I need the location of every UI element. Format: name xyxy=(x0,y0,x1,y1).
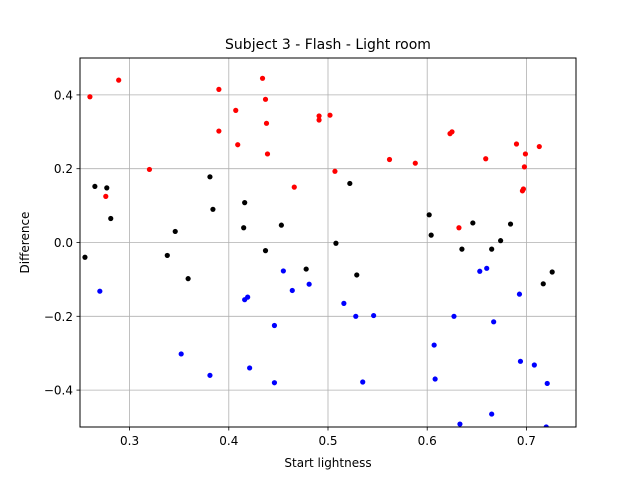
y-axis-label: Difference xyxy=(18,212,32,274)
chart-title: Subject 3 - Flash - Light room xyxy=(225,37,431,53)
data-point-series-1 xyxy=(264,151,271,157)
data-point-series-3 xyxy=(97,288,103,294)
data-point-series-2 xyxy=(164,252,170,259)
data-point-series-2 xyxy=(104,185,110,191)
data-point-series-3 xyxy=(371,312,377,319)
data-point-series-2 xyxy=(207,174,213,180)
x-axis-label: Start lightness xyxy=(284,456,371,470)
data-point-series-1 xyxy=(259,75,266,81)
data-point-series-3 xyxy=(289,287,295,294)
data-point-series-1 xyxy=(216,128,222,134)
x-tick-label: 0.4 xyxy=(219,434,238,448)
data-point-series-1 xyxy=(116,77,122,83)
data-point-series-2 xyxy=(278,222,284,228)
data-point-series-2 xyxy=(428,232,434,238)
data-point-series-3 xyxy=(484,265,490,271)
data-point-series-2 xyxy=(82,254,88,260)
data-point-series-2 xyxy=(108,215,114,222)
data-point-series-2 xyxy=(540,281,546,287)
data-point-series-1 xyxy=(412,160,418,166)
data-point-series-2 xyxy=(459,246,465,252)
grid-lines xyxy=(80,58,576,427)
data-point-series-1 xyxy=(522,151,529,157)
data-point-series-1 xyxy=(87,94,93,100)
x-tick-label: 0.5 xyxy=(318,434,337,448)
data-point-series-1 xyxy=(262,96,269,102)
data-point-series-2 xyxy=(354,272,360,278)
data-point-series-3 xyxy=(491,319,497,325)
data-point-series-3 xyxy=(178,351,184,357)
data-point-series-3 xyxy=(207,372,213,378)
data-point-series-3 xyxy=(360,379,366,385)
data-point-series-3 xyxy=(341,300,347,306)
data-point-series-3 xyxy=(271,380,278,386)
data-point-series-2 xyxy=(303,266,309,272)
data-point-series-2 xyxy=(92,183,98,190)
data-point-series-1 xyxy=(316,113,322,119)
data-point-series-3 xyxy=(457,421,463,427)
data-point-series-1 xyxy=(327,112,333,118)
y-tick-label: 0.2 xyxy=(54,162,73,176)
data-point-series-3 xyxy=(431,342,437,348)
data-point-series-2 xyxy=(470,220,476,226)
data-point-series-1 xyxy=(332,168,338,174)
data-point-series-3 xyxy=(531,362,537,368)
x-tick-label: 0.7 xyxy=(517,434,536,448)
data-point-series-3 xyxy=(306,281,312,287)
y-tick-label: 0.4 xyxy=(54,88,73,102)
data-point-series-3 xyxy=(271,322,278,329)
y-tick-label: 0.0 xyxy=(54,236,73,250)
data-point-series-3 xyxy=(543,424,549,427)
data-point-series-3 xyxy=(280,268,286,274)
data-point-series-1 xyxy=(103,193,109,199)
data-point-series-2 xyxy=(507,221,514,227)
data-point-series-3 xyxy=(247,365,253,371)
data-point-series-3 xyxy=(544,380,550,387)
data-point-series-1 xyxy=(521,164,528,170)
data-point-series-2 xyxy=(347,180,353,187)
data-point-series-3 xyxy=(477,268,483,274)
data-point-series-3 xyxy=(517,358,524,364)
data-point-series-2 xyxy=(549,269,555,275)
data-point-series-3 xyxy=(432,376,438,382)
data-point-series-3 xyxy=(516,291,523,297)
data-point-series-1 xyxy=(536,143,542,150)
data-point-series-3 xyxy=(489,411,495,417)
data-point-series-1 xyxy=(513,141,520,147)
data-point-series-1 xyxy=(316,117,322,123)
y-tick-label: −0.4 xyxy=(44,384,73,398)
data-point-series-2 xyxy=(426,212,432,218)
x-tick-label: 0.3 xyxy=(120,434,139,448)
data-point-series-2 xyxy=(262,248,269,254)
axis-ticks: 0.3 0.4 0.5 0.6 0.7 −0.4 −0.2 0.0 0.2 0.4 xyxy=(44,88,536,448)
data-point-series-2 xyxy=(185,276,191,282)
data-point-series-1 xyxy=(216,86,222,92)
data-point-series-2 xyxy=(241,225,247,231)
data-point-series-2 xyxy=(333,240,339,246)
data-point-series-1 xyxy=(146,166,153,173)
data-point-series-1 xyxy=(235,142,241,148)
data-point-series-1 xyxy=(291,184,297,190)
data-point-series-1 xyxy=(233,107,239,113)
data-points xyxy=(82,75,555,427)
data-point-series-3 xyxy=(353,313,359,319)
data-point-series-2 xyxy=(242,200,248,206)
x-tick-label: 0.6 xyxy=(418,434,437,448)
data-point-series-3 xyxy=(245,294,251,300)
data-point-series-1 xyxy=(483,156,489,162)
data-point-series-2 xyxy=(172,228,178,235)
data-point-series-2 xyxy=(498,238,504,244)
data-point-series-2 xyxy=(489,246,495,252)
data-point-series-3 xyxy=(451,313,457,319)
data-point-series-1 xyxy=(449,129,455,135)
data-point-series-1 xyxy=(263,120,270,126)
y-tick-label: −0.2 xyxy=(44,310,73,324)
data-point-series-1 xyxy=(520,186,527,192)
data-point-series-2 xyxy=(210,206,216,212)
data-point-series-1 xyxy=(456,225,462,231)
data-point-series-1 xyxy=(386,156,393,163)
